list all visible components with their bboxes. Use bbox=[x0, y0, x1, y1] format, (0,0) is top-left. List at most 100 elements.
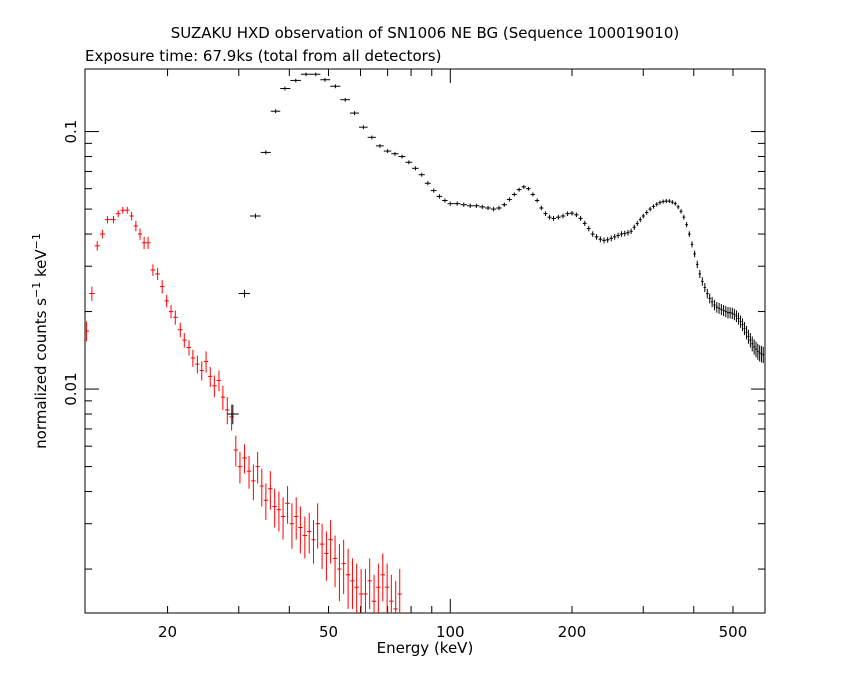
data-point bbox=[375, 143, 384, 148]
data-point bbox=[755, 341, 757, 358]
data-point bbox=[384, 563, 390, 613]
data-point bbox=[543, 211, 548, 217]
data-point bbox=[722, 305, 725, 317]
data-point bbox=[673, 201, 677, 206]
data-point bbox=[511, 192, 517, 197]
data-point bbox=[726, 307, 730, 319]
data-point bbox=[177, 322, 183, 338]
chart-subtitle: Exposure time: 67.9ks (total from all de… bbox=[85, 47, 441, 65]
data-point bbox=[208, 366, 213, 387]
data-point bbox=[758, 345, 761, 362]
data-point bbox=[276, 491, 281, 532]
series-1 bbox=[226, 72, 765, 425]
data-point bbox=[623, 230, 627, 237]
data-point bbox=[302, 516, 308, 559]
x-tick-label: 100 bbox=[436, 623, 465, 641]
data-point bbox=[164, 294, 169, 308]
data-point bbox=[594, 234, 599, 240]
x-tick-label: 50 bbox=[319, 623, 338, 641]
data-point bbox=[739, 315, 742, 328]
data-point bbox=[578, 216, 583, 221]
data-point bbox=[667, 199, 671, 204]
data-point bbox=[745, 325, 748, 340]
data-point bbox=[173, 310, 178, 325]
data-point bbox=[168, 305, 174, 319]
data-point bbox=[418, 172, 425, 177]
data-point bbox=[412, 166, 419, 171]
data-point bbox=[270, 109, 281, 114]
data-point bbox=[358, 569, 364, 613]
data-point bbox=[226, 404, 239, 425]
data-point bbox=[391, 151, 399, 156]
data-point bbox=[255, 451, 260, 484]
data-point bbox=[142, 236, 147, 249]
data-point bbox=[290, 78, 301, 83]
data-point bbox=[447, 201, 454, 206]
data-point bbox=[363, 569, 368, 613]
data-point bbox=[731, 307, 734, 320]
data-point bbox=[199, 361, 204, 381]
data-point bbox=[328, 520, 333, 564]
data-point bbox=[574, 212, 579, 218]
data-point bbox=[398, 154, 406, 159]
data-point bbox=[516, 187, 522, 192]
data-point bbox=[345, 548, 351, 609]
data-point bbox=[626, 229, 630, 236]
data-point bbox=[605, 236, 610, 243]
data-point bbox=[182, 333, 187, 348]
data-point bbox=[717, 302, 721, 314]
data-point bbox=[320, 77, 331, 82]
data-point bbox=[747, 329, 750, 344]
data-point bbox=[332, 535, 338, 588]
data-point bbox=[534, 198, 540, 203]
x-tick-label: 500 bbox=[719, 623, 748, 641]
data-point bbox=[609, 235, 613, 242]
data-point bbox=[190, 349, 196, 367]
data-point bbox=[753, 339, 756, 355]
data-point bbox=[526, 186, 531, 191]
data-point bbox=[300, 72, 311, 77]
data-point bbox=[203, 351, 209, 373]
y-axis-tick-labels: 0.01 0.1 bbox=[62, 120, 80, 406]
data-point bbox=[367, 135, 376, 140]
data-point bbox=[350, 558, 355, 609]
data-point bbox=[393, 580, 398, 613]
data-point bbox=[268, 471, 273, 510]
data-point bbox=[380, 553, 385, 602]
data-point bbox=[155, 268, 160, 281]
y-tick-label: 0.01 bbox=[62, 372, 80, 405]
data-point bbox=[340, 98, 350, 102]
data-point bbox=[460, 202, 467, 207]
y-tick-label: 0.1 bbox=[62, 120, 80, 144]
data-point bbox=[644, 210, 649, 215]
data-point bbox=[651, 204, 656, 209]
data-point bbox=[751, 336, 754, 352]
data-point bbox=[104, 216, 111, 224]
data-point bbox=[115, 210, 121, 218]
y-label-mid: keV bbox=[32, 249, 50, 282]
data-point bbox=[159, 280, 165, 294]
data-point bbox=[661, 199, 665, 204]
x-axis-ticks bbox=[167, 69, 766, 613]
data-point bbox=[242, 444, 247, 474]
data-point bbox=[632, 224, 636, 230]
data-point bbox=[424, 181, 431, 186]
data-point bbox=[648, 206, 652, 212]
data-point bbox=[94, 241, 100, 251]
data-point bbox=[125, 206, 130, 214]
data-point bbox=[695, 260, 699, 269]
data-point bbox=[737, 312, 740, 325]
data-point bbox=[565, 211, 570, 217]
data-point bbox=[337, 544, 342, 602]
data-point bbox=[359, 125, 368, 130]
data-point bbox=[251, 464, 256, 501]
data-point bbox=[89, 286, 95, 301]
data-point bbox=[693, 250, 696, 258]
data-point bbox=[670, 200, 674, 205]
data-point bbox=[501, 202, 507, 207]
plot-frame bbox=[84, 68, 766, 614]
data-point bbox=[349, 111, 360, 116]
data-point bbox=[586, 225, 591, 232]
data-point bbox=[133, 220, 138, 232]
